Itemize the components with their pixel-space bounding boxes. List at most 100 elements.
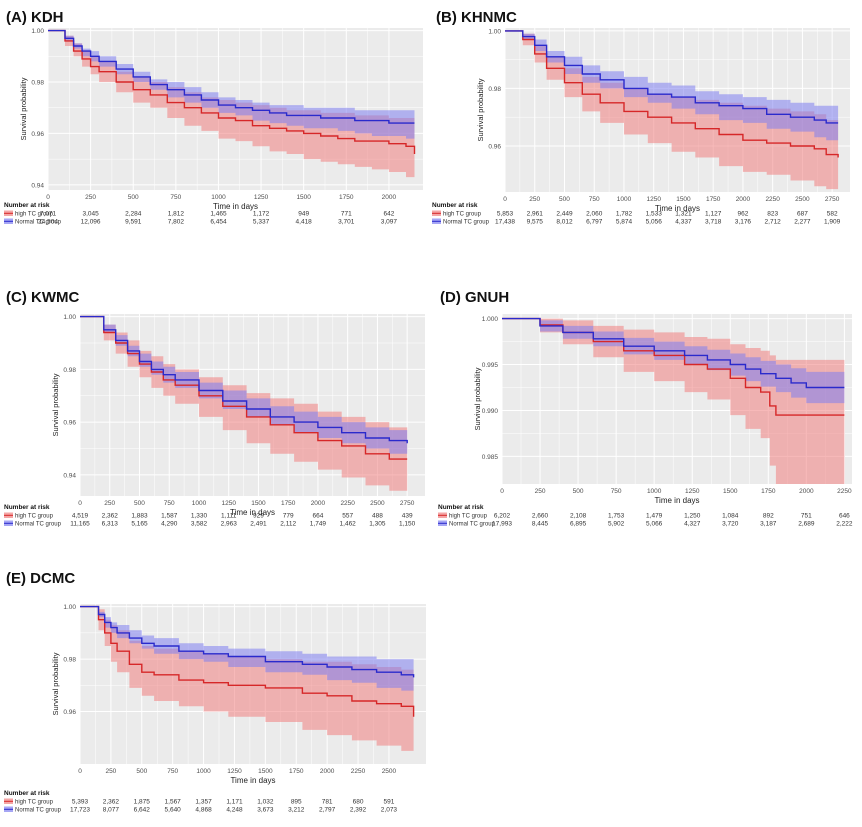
risk-count-normal: 2,277	[794, 219, 811, 226]
y-tick-label: 0.990	[482, 408, 499, 415]
y-tick-label: 0.94	[31, 182, 44, 189]
risk-count-normal: 3,097	[381, 219, 398, 226]
risk-count-high: 680	[353, 799, 364, 806]
risk-count-high: 6,202	[494, 513, 511, 520]
risk-count-normal: 2,797	[319, 807, 336, 814]
x-tick-label: 750	[170, 194, 181, 201]
risk-count-high: 1,172	[253, 211, 270, 218]
x-tick-label: 1750	[289, 768, 304, 775]
risk-count-high: 781	[322, 799, 333, 806]
x-tick-label: 1750	[761, 488, 776, 495]
risk-count-high: 1,330	[191, 513, 208, 520]
risk-count-normal: 3,720	[722, 521, 739, 528]
risk-count-high: 1,567	[165, 799, 182, 806]
risk-count-normal: 5,066	[646, 521, 663, 528]
risk-count-high: 823	[767, 211, 778, 218]
x-tick-label: 250	[105, 768, 116, 775]
risk-count-high: 7,071	[40, 211, 57, 218]
risk-table: Number at risk high TC group Normal TC gro…	[4, 202, 397, 226]
panel-5: (E) DCMC 0 250 500 750 1000 1250 1500 1750 2000 22…	[4, 570, 426, 814]
risk-count-high: 1,753	[608, 513, 625, 520]
risk-label-normal: Normal TC group	[15, 522, 62, 528]
x-tick-label: 2250	[340, 500, 355, 507]
y-tick-label: 1.00	[63, 604, 76, 611]
panel-title: (E) DCMC	[6, 570, 75, 587]
risk-count-normal: 4,418	[296, 219, 313, 226]
risk-count-normal: 3,701	[338, 219, 355, 226]
risk-count-high: 4,519	[72, 513, 89, 520]
risk-count-normal: 1,749	[310, 521, 327, 528]
normal-tc-ci-band	[502, 318, 845, 406]
y-axis-label: Survival probability	[473, 367, 482, 430]
risk-count-high: 664	[313, 513, 324, 520]
x-tick-label: 2500	[382, 768, 397, 775]
risk-table-title: Number at risk	[4, 790, 50, 797]
risk-count-normal: 5,337	[253, 219, 270, 226]
normal-tc-survival-line	[80, 315, 408, 444]
risk-count-high: 962	[738, 211, 749, 218]
risk-count-normal: 2,712	[765, 219, 782, 226]
x-tick-label: 1000	[617, 196, 632, 203]
x-tick-label: 1500	[296, 194, 311, 201]
y-tick-label: 0.94	[63, 472, 76, 479]
risk-count-normal: 5,874	[616, 219, 633, 226]
x-tick-label: 0	[500, 488, 504, 495]
x-tick-label: 250	[535, 488, 546, 495]
x-tick-label: 2500	[795, 196, 810, 203]
risk-label-high: high TC group	[443, 212, 482, 218]
risk-count-high: 895	[291, 799, 302, 806]
risk-count-high: 1,465	[210, 211, 227, 218]
panel-title: (A) KDH	[6, 9, 64, 26]
x-tick-label: 2750	[825, 196, 840, 203]
risk-count-high: 929	[253, 513, 264, 520]
x-axis-label: Time in days	[213, 202, 258, 211]
x-tick-label: 1000	[196, 768, 211, 775]
high-tc-survival-line	[505, 30, 839, 158]
risk-count-high: 646	[839, 513, 850, 520]
risk-count-normal: 17,993	[492, 521, 512, 528]
x-tick-label: 1750	[281, 500, 296, 507]
risk-count-normal: 3,718	[705, 219, 722, 226]
risk-count-normal: 6,895	[570, 521, 587, 528]
risk-count-normal: 11,165	[70, 521, 90, 528]
risk-label-normal: Normal TC group	[443, 220, 490, 226]
high-tc-ci-band	[505, 30, 839, 193]
y-tick-label: 1.000	[482, 316, 499, 323]
risk-count-high: 642	[383, 211, 394, 218]
risk-count-normal: 2,689	[798, 521, 815, 528]
risk-count-normal: 2,112	[280, 521, 296, 528]
x-tick-label: 2750	[400, 500, 415, 507]
x-tick-label: 1250	[221, 500, 236, 507]
risk-label-high: high TC group	[15, 800, 54, 806]
risk-count-high: 2,961	[527, 211, 544, 218]
x-tick-label: 1250	[646, 196, 661, 203]
risk-count-high: 1,111	[221, 513, 237, 520]
risk-count-normal: 1,305	[369, 521, 386, 528]
risk-table-title: Number at risk	[4, 504, 50, 511]
x-tick-label: 2250	[837, 488, 852, 495]
risk-count-normal: 6,454	[210, 219, 227, 226]
risk-label-normal: Normal TC group	[15, 808, 62, 814]
y-tick-label: 0.98	[63, 657, 76, 664]
risk-label-high: high TC group	[15, 212, 54, 218]
risk-count-normal: 4,248	[226, 807, 243, 814]
risk-count-high: 949	[298, 211, 309, 218]
x-tick-label: 500	[136, 768, 147, 775]
y-tick-label: 0.98	[488, 86, 501, 93]
y-tick-label: 0.96	[63, 420, 76, 427]
x-tick-label: 750	[164, 500, 175, 507]
risk-table: Number at risk high TC group Normal TC gro…	[438, 504, 853, 528]
risk-count-normal: 3,673	[257, 807, 274, 814]
risk-count-high: 582	[827, 211, 838, 218]
risk-count-high: 892	[763, 513, 774, 520]
risk-count-high: 2,108	[570, 513, 587, 520]
risk-count-normal: 9,575	[527, 219, 544, 226]
panel-3: (C) KWMC 0 250 500 750 1000 1250 1500 1750 2000 22…	[4, 289, 425, 528]
risk-count-normal: 5,165	[131, 521, 148, 528]
risk-count-normal: 2,073	[381, 807, 398, 814]
risk-count-high: 687	[797, 211, 808, 218]
normal-tc-ci-band	[505, 30, 839, 141]
x-tick-label: 500	[134, 500, 145, 507]
x-tick-label: 0	[78, 768, 82, 775]
y-tick-label: 0.985	[482, 454, 499, 461]
